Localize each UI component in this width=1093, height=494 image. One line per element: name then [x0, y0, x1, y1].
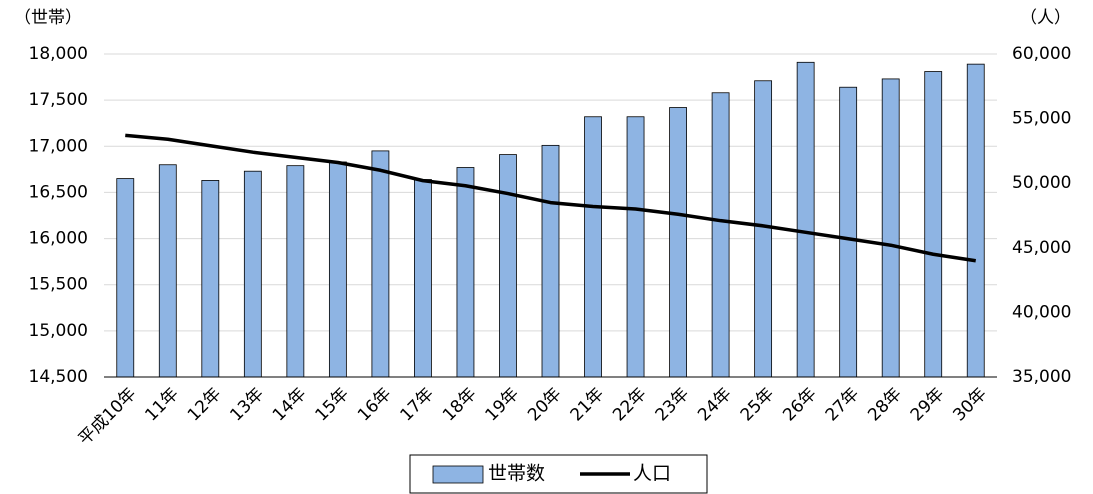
y-tick-label: 14,500	[29, 367, 88, 387]
y2-tick-label: 55,000	[1012, 109, 1071, 129]
x-tick-label: 22年	[609, 384, 650, 425]
bar	[201, 180, 220, 378]
y-axis-title: （世帯）	[14, 8, 82, 28]
legend-box	[409, 454, 708, 494]
bar	[541, 144, 560, 378]
bar	[414, 179, 432, 378]
y-tick-label: 16,500	[29, 182, 88, 202]
x-tick-label: 26年	[779, 384, 820, 425]
y-tick-label: 15,000	[29, 321, 88, 341]
bar	[881, 78, 900, 378]
bar	[966, 63, 985, 378]
y2-tick-label: 40,000	[1012, 302, 1071, 322]
y-tick-label: 15,500	[29, 275, 88, 295]
x-tick-label: 23年	[652, 384, 693, 425]
bar	[839, 86, 858, 378]
x-tick-label: 30年	[949, 384, 990, 425]
x-tick-label: 24年	[694, 384, 735, 425]
x-tick-label: 11年	[141, 384, 182, 425]
bar	[499, 154, 517, 378]
x-tick-label: 15年	[311, 384, 352, 425]
bar	[924, 71, 943, 378]
bar	[754, 80, 773, 378]
y2-tick-label: 35,000	[1012, 367, 1071, 387]
bar	[669, 107, 687, 378]
x-tick-label: 19年	[482, 384, 523, 425]
y-tick-label: 17,500	[29, 90, 88, 110]
y-tick-label: 16,000	[29, 229, 88, 249]
y2-axis-title: （人）	[1020, 8, 1071, 28]
y2-tick-label: 50,000	[1012, 173, 1071, 193]
x-tick-label: 29年	[907, 384, 948, 425]
bar	[711, 92, 730, 378]
y-tick-label: 18,000	[29, 44, 88, 64]
bar	[584, 116, 602, 378]
legend-swatch	[432, 465, 484, 484]
legend-label: 世帯数	[488, 463, 545, 485]
bar	[796, 61, 815, 378]
legend-label: 人口	[633, 463, 671, 485]
bar	[626, 116, 645, 378]
bar	[158, 164, 177, 378]
y2-tick-label: 45,000	[1012, 238, 1071, 258]
bar	[328, 161, 347, 378]
x-tick-label: 21年	[567, 384, 608, 425]
bar	[456, 167, 475, 378]
x-tick-label: 28年	[864, 384, 905, 425]
bar	[116, 178, 135, 378]
x-tick-label: 18年	[439, 384, 480, 425]
bar	[371, 150, 390, 378]
x-tick-label: 27年	[822, 384, 863, 425]
x-tick-label: 12年	[184, 384, 225, 425]
x-tick-label: 17年	[397, 384, 438, 425]
x-tick-label: 16年	[354, 384, 395, 425]
bar	[243, 170, 262, 378]
y2-tick-label: 60,000	[1012, 44, 1071, 64]
x-tick-label: 平成10年	[75, 384, 141, 450]
x-tick-label: 25年	[737, 384, 778, 425]
x-tick-label: 14年	[269, 384, 310, 425]
y-tick-label: 17,000	[29, 136, 88, 156]
x-tick-label: 13年	[226, 384, 267, 425]
bar	[286, 165, 305, 378]
x-tick-label: 20年	[524, 384, 565, 425]
line	[125, 133, 977, 263]
